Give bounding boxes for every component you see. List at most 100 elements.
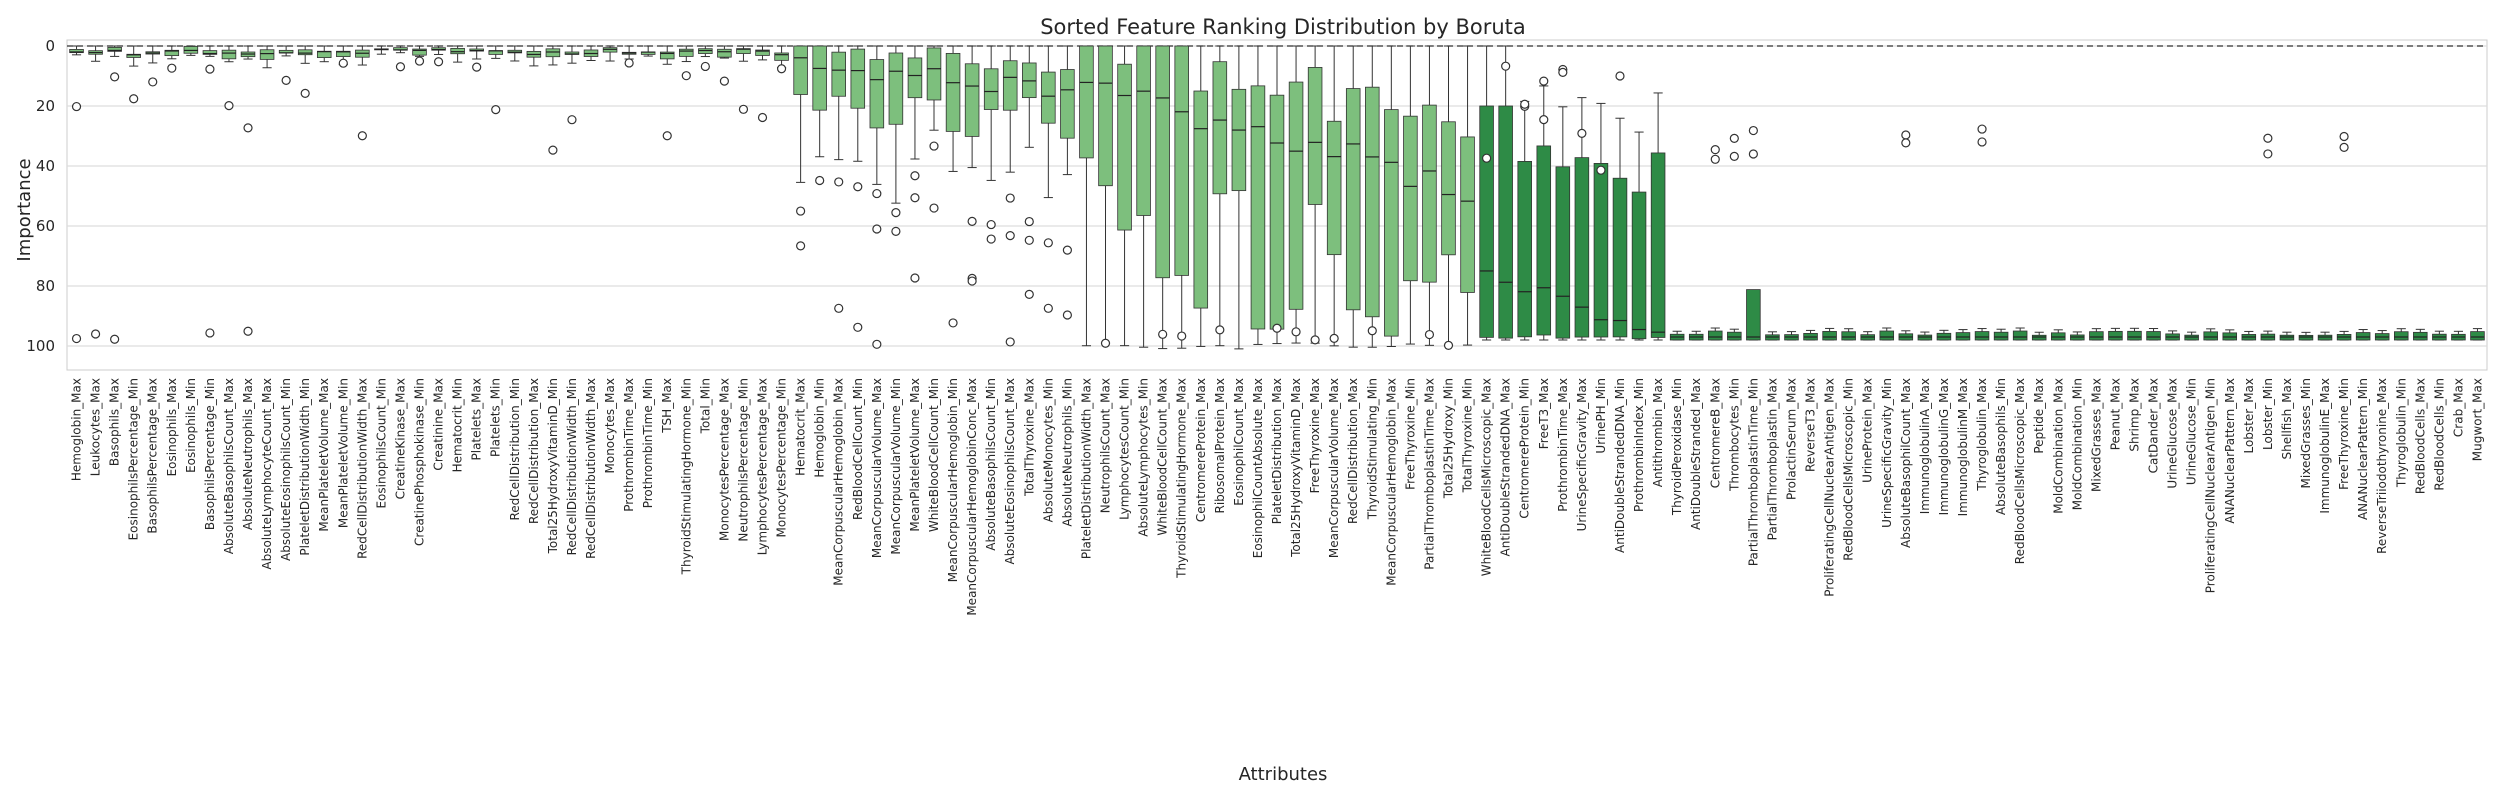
outlier-point: [1024, 289, 1034, 299]
x-tick-label: AbsoluteNeutrophils_Min: [1060, 378, 1074, 527]
outlier-point: [1501, 61, 1511, 71]
box-iqr: [1193, 90, 1209, 309]
outlier-point: [834, 177, 844, 187]
box-Crab_Max: [2451, 330, 2466, 341]
box-Lobster_Max: [2241, 330, 2257, 341]
box-MixedGrasses_Min: [2298, 331, 2314, 341]
box-EosinophilCount_Max: [1231, 45, 1247, 350]
box-Basophils_Max: [107, 45, 122, 344]
box-CreatinePhosphokinase_Min: [412, 45, 427, 66]
x-tick-label: RedBloodCellCount_Min: [851, 378, 865, 520]
box-Leukocytes_Max: [88, 45, 103, 339]
outlier-point: [796, 241, 806, 251]
box-RedBloodCells_Min: [2432, 330, 2447, 341]
outlier-point: [738, 104, 749, 114]
box-Creatinine_Max: [431, 45, 446, 67]
x-tick-label: MeanCorpuscularHemoglobin_Min: [946, 378, 960, 582]
outlier-point: [90, 329, 101, 339]
x-tick-label: BasophilsPercentage_Max: [146, 378, 160, 534]
box-AbsoluteEosinophilsCount_Max: [1002, 45, 1018, 347]
x-tick-label: Thyroglobulin_Max: [1975, 378, 1989, 492]
y-tick-label: 100: [26, 337, 55, 355]
box-AbsoluteBasophilCount_Max: [1898, 130, 1914, 341]
x-tick-label: Total25HydroxyVitaminD_Max: [1289, 378, 1303, 558]
outlier-point: [872, 224, 882, 234]
outlier-point: [1005, 231, 1015, 241]
box-Peanut_Max: [2108, 327, 2123, 341]
x-tick-label: RedCellDistribution_Min: [508, 378, 522, 521]
x-tick-label: ThyroidPeroxidase_Min: [1670, 378, 1684, 516]
box-iqr: [1479, 105, 1494, 338]
outlier-point: [71, 101, 82, 112]
x-tick-label: RedBloodCells_Max: [2413, 378, 2427, 494]
box-CreatineKinase_Max: [393, 45, 408, 72]
outlier-point: [243, 326, 253, 336]
x-tick-label: UrineProtein_Max: [1861, 378, 1875, 483]
box-RedCellDistributionWidth_Max: [355, 45, 370, 141]
box-iqr: [1136, 45, 1151, 216]
x-tick-label: EosinophilsCount_Min: [374, 378, 388, 509]
x-tick-label: ImmunoglobulinA_Max: [1918, 378, 1932, 514]
x-tick-label: ANANuclearPattern_Max: [2223, 378, 2237, 524]
x-tick-label: AntiDoubleStrandedDNA_Max: [1499, 378, 1513, 556]
box-RedBloodCellCount_Min: [850, 45, 866, 332]
box-WhiteBloodCellCount_Max: [1155, 45, 1170, 350]
x-tick-label: MixedGrasses_Min: [2299, 378, 2313, 488]
box-ANANuclearPattern_Max: [2222, 329, 2238, 341]
x-tick-label: RedCellDistributionWidth_Min: [565, 378, 579, 555]
box-LymphocytesCount_Min: [1117, 45, 1132, 347]
outlier-point: [624, 58, 634, 68]
outlier-point: [2339, 142, 2349, 152]
box-iqr: [2146, 331, 2161, 341]
x-tick-label: MeanCorpuscularHemoglobinConc_Max: [965, 378, 979, 616]
box-iqr: [1974, 331, 1990, 341]
box-AbsoluteBasophilsCount_Min: [983, 45, 999, 244]
x-tick-label: RibosomalProtein_Max: [1213, 378, 1227, 513]
x-tick-label: ImmunoglobulinE_Max: [2318, 378, 2332, 514]
box-iqr: [964, 63, 980, 137]
box-iqr: [2298, 334, 2314, 341]
x-tick-label: Hematocrit_Min: [451, 378, 465, 472]
box-iqr: [1727, 331, 1742, 341]
outlier-point: [1158, 329, 1168, 339]
x-tick-label: ProliferatingCellNuclearAntigen_Max: [1823, 378, 1837, 597]
box-AntiDoubleStrandedDNA_Max: [1498, 45, 1513, 341]
y-tick-label: 0: [45, 37, 55, 55]
outlier-point: [1024, 216, 1034, 227]
x-tick-label: MeanPlateletVolume_Min: [336, 378, 350, 528]
box-Eosinophils_Min: [183, 45, 199, 56]
outlier-point: [395, 62, 406, 72]
box-Thrombocytes_Min: [1727, 133, 1742, 341]
x-tick-label: ANANuclearPattern_Min: [2356, 378, 2370, 520]
x-tick-label: MoldCombination_Max: [2051, 378, 2065, 514]
box-iqr: [259, 49, 275, 60]
x-tick-label: ReverseTriiodothyronine_Max: [2375, 378, 2389, 554]
outlier-point: [1729, 151, 1739, 161]
outlier-point: [243, 123, 253, 133]
x-tick-label: AbsoluteBasophilsCount_Max: [222, 378, 236, 554]
box-iqr: [1593, 163, 1609, 338]
box-iqr: [1345, 88, 1361, 311]
x-tick-label: PartialThromboplastinTime_Min: [1746, 378, 1760, 566]
outlier-point: [567, 115, 577, 125]
outlier-point: [910, 193, 920, 203]
outlier-point: [1005, 193, 1015, 203]
x-tick-label: FreeThyroxine_Min: [1403, 378, 1417, 490]
box-MeanPlateletVolume_Min: [336, 45, 351, 68]
box-ProthrombinTime_Max: [1555, 64, 1571, 341]
x-tick-label: MonocytesPercentage_Max: [717, 378, 731, 541]
x-tick-label: AbsoluteLymphocyteCount_Max: [260, 378, 274, 570]
y-axis-label: Importance: [14, 158, 35, 261]
box-iqr: [1993, 331, 2009, 341]
box-iqr: [698, 48, 713, 54]
y-tick-label: 40: [36, 157, 55, 175]
box-Shellfish_Max: [2279, 331, 2295, 341]
x-tick-label: RedCellDistributionWidth_Max: [584, 378, 598, 559]
outlier-point: [700, 61, 710, 72]
box-CentromereProtein_Min: [1517, 99, 1532, 341]
x-tick-label: MixedGrasses_Max: [2089, 378, 2103, 492]
outlier-point: [929, 203, 939, 213]
x-tick-label: MonocytesPercentage_Min: [775, 378, 789, 537]
x-tick-label: WhiteBloodCellCount_Min: [927, 378, 941, 532]
outlier-point: [300, 88, 310, 98]
